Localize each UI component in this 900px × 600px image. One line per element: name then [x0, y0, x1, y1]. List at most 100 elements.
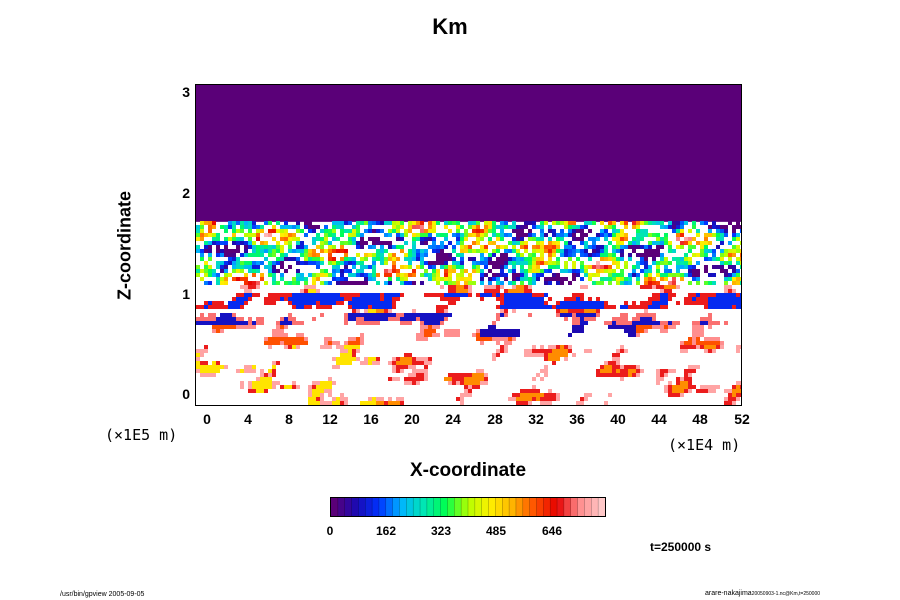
heatmap-cell: [532, 301, 536, 305]
heatmap-cell: [420, 361, 424, 365]
heatmap-cell: [240, 305, 244, 309]
heatmap-cell: [632, 321, 636, 325]
heatmap-cell: [256, 385, 260, 389]
heatmap-cell: [532, 385, 536, 389]
heatmap-cell: [276, 245, 280, 249]
heatmap-cell: [208, 241, 212, 245]
colorbar-swatch: [495, 498, 503, 516]
heatmap-cell: [532, 253, 536, 257]
heatmap-cell: [412, 373, 416, 377]
heatmap-cell: [404, 317, 408, 321]
heatmap-cell: [732, 301, 736, 305]
heatmap-cell: [392, 317, 396, 321]
heatmap-cell: [496, 261, 500, 265]
heatmap-cell: [524, 249, 528, 253]
heatmap-cell: [600, 405, 604, 406]
heatmap-cell: [656, 369, 660, 373]
heatmap-cell: [596, 281, 600, 285]
heatmap-cell: [556, 273, 560, 277]
heatmap-cell: [208, 313, 212, 317]
heatmap-cell: [336, 301, 340, 305]
heatmap-cell: [348, 345, 352, 349]
heatmap-cell: [288, 345, 292, 349]
heatmap-cell: [232, 305, 236, 309]
heatmap-cell: [620, 373, 624, 377]
heatmap-cell: [324, 305, 328, 309]
heatmap-cell: [712, 233, 716, 237]
heatmap-cell: [292, 297, 296, 301]
heatmap-cell: [236, 321, 240, 325]
heatmap-cell: [196, 265, 200, 269]
heatmap-cell: [692, 385, 696, 389]
heatmap-cell: [484, 245, 488, 249]
heatmap-cell: [236, 237, 240, 241]
heatmap-cell: [536, 241, 540, 245]
colorbar-swatch: [488, 498, 496, 516]
heatmap-cell: [584, 253, 588, 257]
heatmap-cell: [668, 241, 672, 245]
heatmap-cell: [492, 337, 496, 341]
heatmap-cell: [324, 281, 328, 285]
heatmap-cell: [352, 337, 356, 341]
heatmap-cell: [528, 281, 532, 285]
heatmap-cell: [380, 293, 384, 297]
heatmap-cell: [628, 277, 632, 281]
heatmap-cell: [620, 245, 624, 249]
heatmap-cell: [628, 257, 632, 261]
heatmap-cell: [432, 237, 436, 241]
heatmap-cell: [624, 321, 628, 325]
heatmap-cell: [264, 281, 268, 285]
heatmap-cell: [200, 321, 204, 325]
heatmap-cell: [560, 349, 564, 353]
heatmap-cell: [448, 381, 452, 385]
heatmap-cell: [224, 237, 228, 241]
heatmap-cell: [512, 305, 516, 309]
heatmap-cell: [660, 369, 664, 373]
heatmap-cell: [316, 293, 320, 297]
heatmap-cell: [620, 313, 624, 317]
heatmap-cell: [292, 385, 296, 389]
heatmap-cell: [608, 225, 612, 229]
heatmap-cell: [612, 257, 616, 261]
heatmap-cell: [664, 261, 668, 265]
heatmap-cell: [348, 257, 352, 261]
heatmap-cell: [296, 385, 300, 389]
heatmap-cell: [400, 245, 404, 249]
heatmap-cell: [704, 337, 708, 341]
heatmap-cell: [200, 225, 204, 229]
heatmap-cell: [700, 329, 704, 333]
heatmap-cell: [560, 353, 564, 357]
heatmap-cell: [412, 361, 416, 365]
heatmap-cell: [692, 365, 696, 369]
heatmap-cell: [304, 253, 308, 257]
heatmap-cell: [460, 401, 464, 405]
heatmap-cell: [272, 229, 276, 233]
heatmap-cell: [252, 285, 256, 289]
heatmap-cell: [376, 281, 380, 285]
heatmap-cell: [712, 297, 716, 301]
heatmap-cell: [736, 249, 740, 253]
heatmap-cell: [716, 337, 720, 341]
heatmap-cell: [328, 253, 332, 257]
heatmap-cell: [644, 265, 648, 269]
heatmap-cell: [364, 305, 368, 309]
heatmap-cell: [692, 369, 696, 373]
heatmap-cell: [680, 265, 684, 269]
heatmap-cell: [332, 293, 336, 297]
heatmap-cell: [388, 253, 392, 257]
heatmap-cell: [580, 249, 584, 253]
heatmap-cell: [392, 365, 396, 369]
heatmap-cell: [496, 273, 500, 277]
heatmap-cell: [476, 241, 480, 245]
heatmap-cell: [272, 293, 276, 297]
heatmap-cell: [712, 281, 716, 285]
heatmap-cell: [448, 257, 452, 261]
heatmap-cell: [532, 233, 536, 237]
heatmap-cell: [652, 249, 656, 253]
heatmap-cell: [440, 277, 444, 281]
heatmap-cell: [336, 265, 340, 269]
heatmap-cell: [508, 261, 512, 265]
heatmap-cell: [312, 301, 316, 305]
heatmap-cell: [528, 401, 532, 405]
heatmap-cell: [444, 265, 448, 269]
